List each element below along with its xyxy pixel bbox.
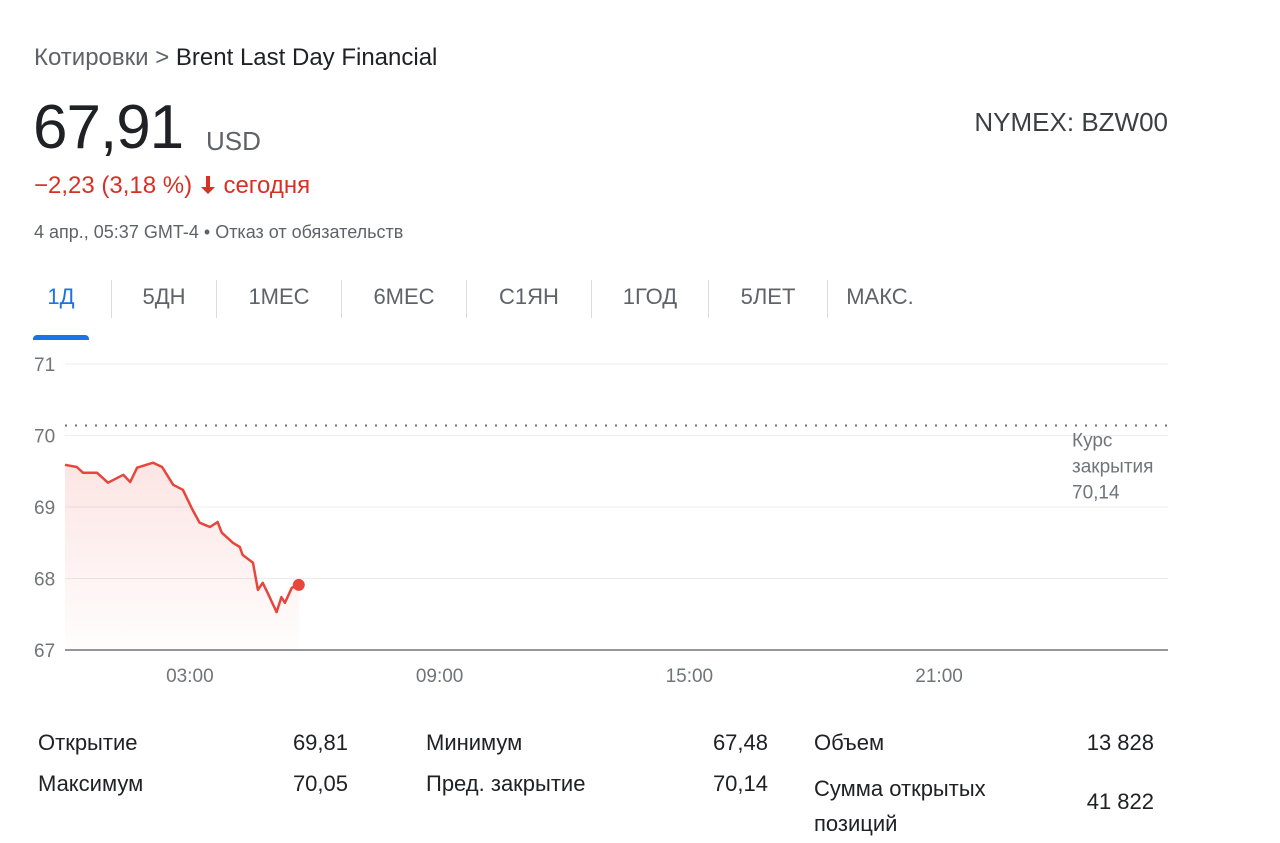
- divider: [708, 280, 709, 318]
- y-tick-label: 67: [34, 641, 55, 662]
- x-tick-label: 21:00: [915, 666, 963, 687]
- divider: [216, 280, 217, 318]
- currency: USD: [206, 126, 261, 156]
- tab-5y[interactable]: 5ЛЕТ: [740, 284, 796, 309]
- ref-label-line: закрытия: [1072, 456, 1153, 477]
- y-tick-label: 71: [34, 355, 55, 376]
- breadcrumb: Котировки > Brent Last Day Financial: [34, 44, 437, 72]
- arrow-down-icon: [200, 176, 215, 194]
- stat-value: 67,48: [712, 730, 768, 755]
- breadcrumb-quotes-link[interactable]: Котировки: [34, 44, 149, 71]
- divider: [111, 280, 112, 318]
- tab-1y[interactable]: 1ГОД: [622, 284, 678, 309]
- bullet: •: [203, 222, 211, 242]
- exchange-ticker: NYMEX: BZW00: [974, 107, 1168, 137]
- page-title: Brent Last Day Financial: [175, 44, 438, 71]
- stat-value: 69,81: [292, 730, 348, 755]
- stat-value: 41 822: [1086, 789, 1154, 814]
- stat-value: 70,14: [712, 771, 768, 796]
- x-tick-label: 03:00: [166, 666, 214, 687]
- current-price: 67,91: [33, 93, 184, 162]
- tab-1d[interactable]: 1Д: [33, 280, 89, 340]
- current-point-marker: [292, 578, 305, 591]
- tab-5d[interactable]: 5ДН: [142, 284, 186, 309]
- stat-label: Пред. закрытие: [426, 771, 586, 796]
- stat-label: Максимум: [38, 771, 144, 796]
- tab-1m[interactable]: 1МЕС: [248, 284, 310, 309]
- price-change: −2,23 (3,18 %) сегодня: [34, 172, 310, 200]
- ref-label-line: 70,14: [1072, 482, 1120, 503]
- change-value: −2,23 (3,18 %): [34, 172, 193, 199]
- price-area: [65, 462, 299, 650]
- price-chart[interactable]: 71 70 69 68 67 03:00 09:00 15:00 21:00 Курс зак…: [0, 340, 1280, 700]
- disclaimer-link[interactable]: Отказ от обязательств: [215, 222, 404, 242]
- tab-max[interactable]: МАКС.: [846, 284, 914, 309]
- divider: [827, 280, 828, 318]
- range-tabs: 1Д 5ДН 1МЕС 6МЕС С1ЯН 1ГОД 5ЛЕТ МАКС.: [33, 280, 932, 340]
- breadcrumb-separator: >: [155, 44, 170, 71]
- stat-label: Сумма открытых позиций: [814, 776, 986, 836]
- previous-close-label: Курс закрытия 70,14: [1072, 430, 1159, 503]
- timestamp: 4 апр., 05:37 GMT-4: [34, 222, 199, 242]
- ref-label-line: Курс: [1072, 430, 1112, 451]
- tab-ytd[interactable]: С1ЯН: [499, 284, 559, 309]
- y-tick-label: 68: [34, 570, 55, 591]
- stat-label: Открытие: [38, 730, 138, 755]
- y-tick-label: 69: [34, 498, 55, 519]
- divider: [341, 280, 342, 318]
- quote-meta: 4 апр., 05:37 GMT-4 • Отказ от обязатель…: [34, 222, 403, 243]
- x-tick-label: 15:00: [666, 666, 714, 687]
- divider: [591, 280, 592, 318]
- y-tick-label: 70: [34, 427, 55, 448]
- stat-value: 70,05: [292, 771, 348, 796]
- x-tick-label: 09:00: [416, 666, 464, 687]
- tab-6m[interactable]: 6МЕС: [373, 284, 435, 309]
- change-period: сегодня: [223, 172, 311, 199]
- price-line: [64, 461, 300, 614]
- stat-label: Объем: [814, 730, 885, 755]
- stat-value: 13 828: [1086, 730, 1154, 755]
- stat-label: Минимум: [426, 730, 523, 755]
- divider: [466, 280, 467, 318]
